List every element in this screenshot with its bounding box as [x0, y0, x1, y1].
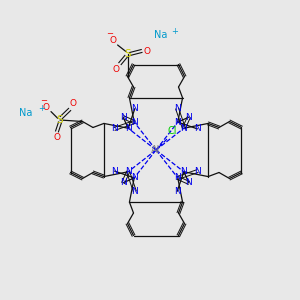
Text: N: N: [194, 124, 201, 134]
Text: N: N: [120, 112, 127, 122]
Text: N: N: [131, 118, 138, 127]
Text: N: N: [185, 178, 192, 188]
Text: O: O: [143, 46, 151, 56]
Text: O: O: [69, 99, 76, 108]
Text: N: N: [174, 173, 181, 182]
Text: O: O: [110, 36, 117, 45]
Text: N: N: [125, 124, 131, 133]
Text: N: N: [194, 167, 201, 176]
Text: N: N: [131, 173, 138, 182]
Text: N: N: [185, 112, 192, 122]
Text: S: S: [124, 49, 131, 59]
Text: Cl: Cl: [168, 125, 177, 136]
Text: N: N: [181, 167, 187, 176]
Text: +: +: [38, 104, 44, 113]
Text: N: N: [125, 167, 131, 176]
Text: N: N: [181, 124, 187, 133]
Text: O: O: [42, 103, 49, 112]
Text: Al: Al: [151, 145, 161, 155]
Text: N: N: [174, 118, 181, 127]
Text: Na: Na: [154, 29, 167, 40]
Text: +: +: [172, 27, 178, 36]
Text: Na: Na: [19, 107, 32, 118]
Text: O: O: [53, 134, 61, 142]
Text: N: N: [174, 104, 181, 113]
Text: N: N: [120, 178, 127, 188]
Text: −: −: [106, 29, 113, 38]
Text: −: −: [40, 96, 47, 105]
Text: O: O: [112, 64, 119, 74]
Text: N: N: [111, 124, 118, 134]
Text: N: N: [131, 104, 138, 113]
Text: S: S: [57, 115, 63, 125]
Text: N: N: [131, 187, 138, 196]
Text: N: N: [174, 187, 181, 196]
Text: N: N: [111, 167, 118, 176]
